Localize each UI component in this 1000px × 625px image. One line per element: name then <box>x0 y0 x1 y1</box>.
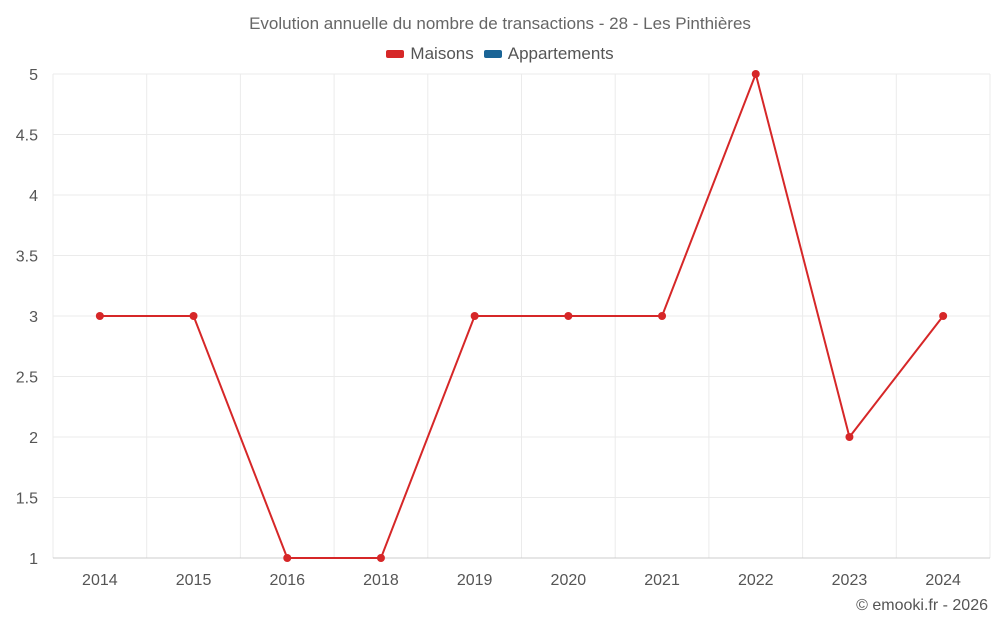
legend-item-appartements[interactable]: Appartements <box>483 44 614 64</box>
y-tick-label: 1 <box>29 551 38 568</box>
legend-label-appartements: Appartements <box>507 44 614 63</box>
data-point <box>189 312 198 320</box>
y-tick-label: 3 <box>29 309 38 326</box>
legend: Maisons Appartements <box>0 44 1000 64</box>
y-tick-label: 4.5 <box>16 128 38 145</box>
x-tick-label: 2016 <box>269 572 305 589</box>
y-tick-label: 5 <box>29 67 38 84</box>
x-tick-label: 2018 <box>363 572 399 589</box>
y-tick-label: 1.5 <box>16 491 38 508</box>
chart-title: Evolution annuelle du nombre de transact… <box>249 14 751 33</box>
x-tick-label: 2019 <box>457 572 493 589</box>
data-point <box>751 70 760 78</box>
x-tick-label: 2023 <box>832 572 868 589</box>
x-tick-label: 2024 <box>925 572 961 589</box>
data-point <box>95 312 104 320</box>
y-tick-label: 3.5 <box>16 249 38 266</box>
data-point <box>564 312 573 320</box>
y-tick-label: 2.5 <box>16 370 38 387</box>
legend-item-maisons[interactable]: Maisons <box>386 44 474 64</box>
credit-text: © emooki.fr - 2026 <box>856 597 988 614</box>
data-point <box>658 312 667 320</box>
x-tick-label: 2014 <box>82 572 118 589</box>
data-point <box>376 554 385 562</box>
data-point <box>939 312 948 320</box>
x-tick-label: 2022 <box>738 572 774 589</box>
data-point <box>845 433 854 441</box>
data-point <box>470 312 479 320</box>
y-tick-label: 2 <box>29 430 38 447</box>
legend-swatch-maisons <box>386 50 405 58</box>
series-line <box>99 70 944 559</box>
x-tick-label: 2020 <box>551 572 587 589</box>
data-point <box>283 554 292 562</box>
y-tick-label: 4 <box>29 188 38 205</box>
legend-label-maisons: Maisons <box>410 44 474 63</box>
legend-swatch-appartements <box>483 50 502 58</box>
x-tick-label: 2015 <box>176 572 212 589</box>
x-tick-label: 2021 <box>644 572 680 589</box>
